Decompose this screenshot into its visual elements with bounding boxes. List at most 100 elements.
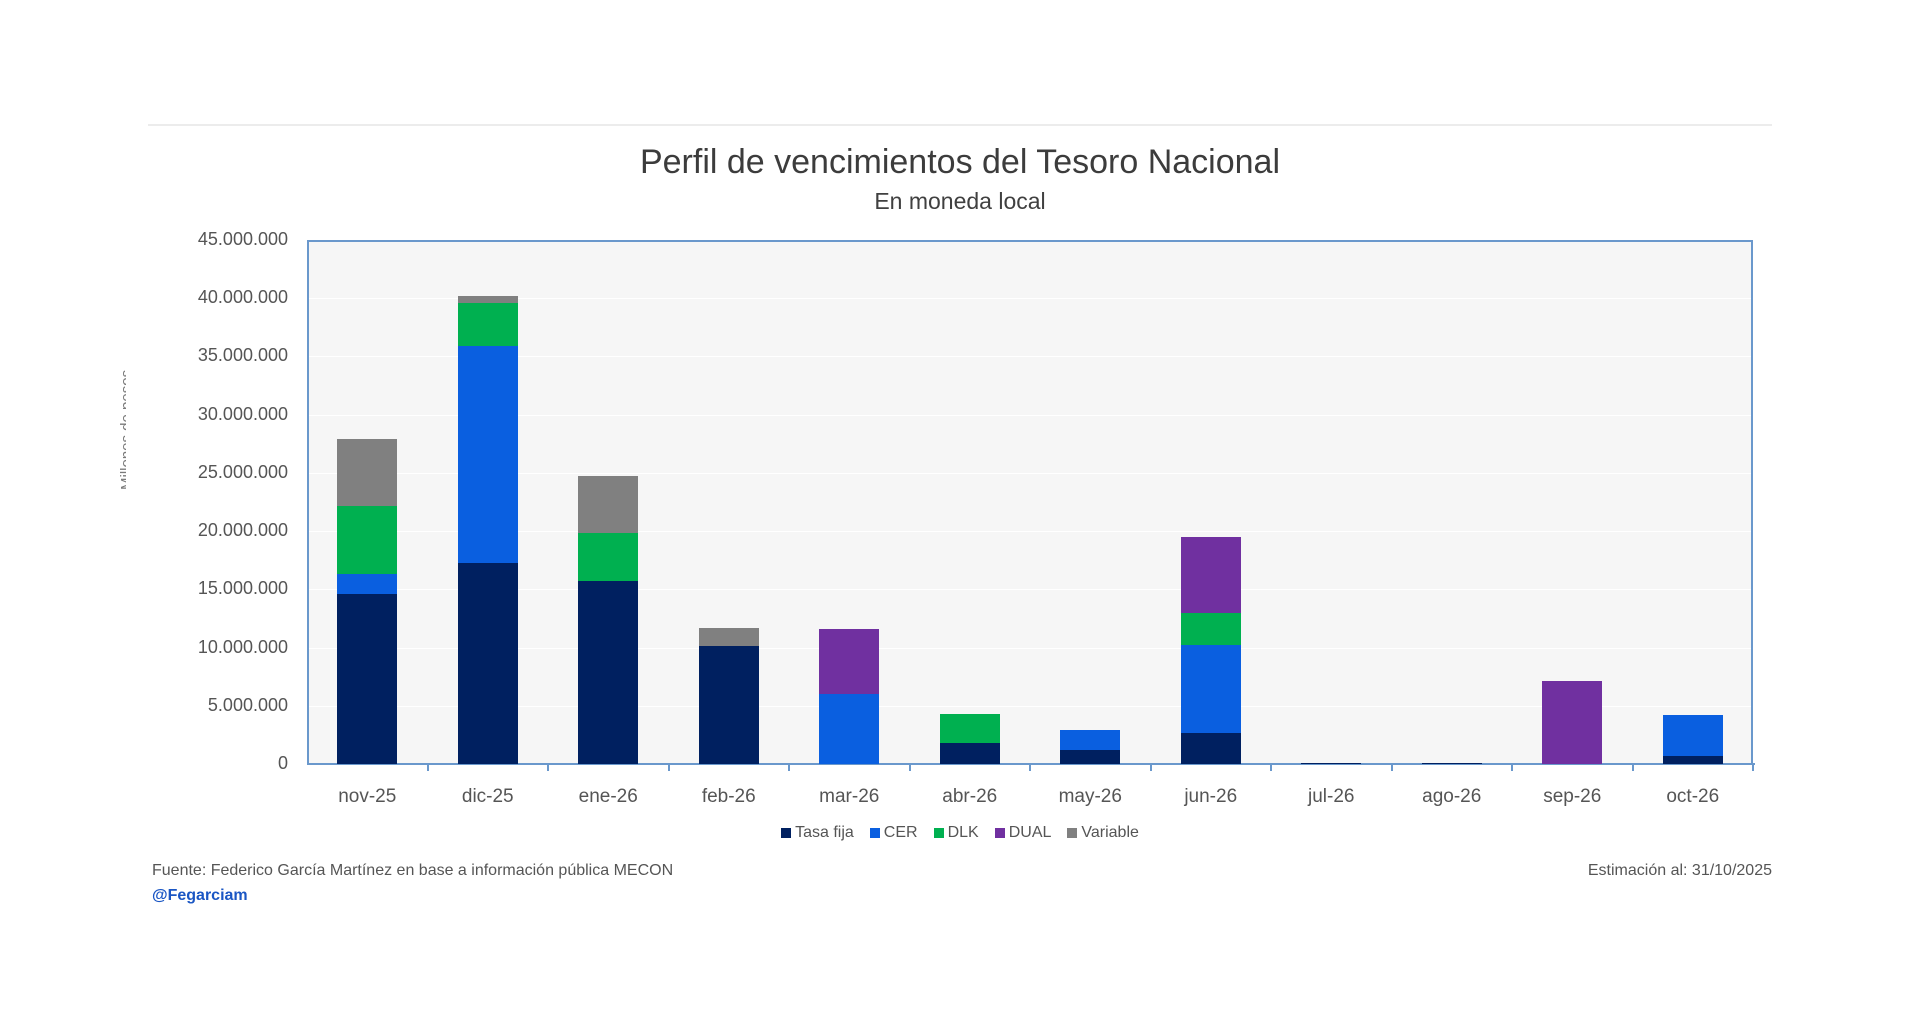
legend-label: CER bbox=[883, 824, 918, 841]
x-tick-label: nov-25 bbox=[338, 786, 397, 807]
x-tick-mark bbox=[1511, 764, 1513, 771]
bar-segment-tasa-fija bbox=[1060, 750, 1121, 764]
x-tick-mark bbox=[1631, 764, 1634, 771]
gridline bbox=[309, 647, 1751, 649]
bar-segment-tasa-fija bbox=[1180, 732, 1241, 764]
stacked-bar-ene-26 bbox=[578, 476, 639, 764]
x-tick-label: ene-26 bbox=[578, 786, 638, 807]
x-tick-label: jun-26 bbox=[1184, 786, 1238, 807]
x-tick-mark bbox=[547, 764, 549, 771]
x-tick-label: sep-26 bbox=[1543, 786, 1602, 807]
legend-item-variable: Variable bbox=[1067, 824, 1139, 842]
gridline bbox=[309, 705, 1751, 707]
bar-segment-cer bbox=[1060, 730, 1121, 751]
x-tick-mark bbox=[667, 764, 670, 771]
x-tick-mark bbox=[788, 764, 790, 771]
legend-label: DUAL bbox=[1008, 824, 1052, 841]
y-tick-label: 10.000.000 bbox=[197, 636, 288, 657]
x-tick-label: oct-26 bbox=[1666, 786, 1720, 807]
bar-segment-variable bbox=[337, 439, 398, 506]
x-tick-label: may-26 bbox=[1058, 786, 1122, 807]
x-tick-mark bbox=[1029, 764, 1031, 771]
stacked-bar-abr-26 bbox=[939, 713, 1000, 764]
bar-segment-tasa-fija bbox=[939, 743, 1000, 764]
author-handle: @Fegarciam bbox=[152, 887, 248, 904]
bar-segment-variable bbox=[457, 295, 518, 303]
x-tick-label: dic-25 bbox=[461, 786, 514, 807]
legend-swatch-icon bbox=[781, 828, 792, 838]
legend-item-dlk: DLK bbox=[933, 824, 979, 842]
legend-item-cer: CER bbox=[869, 824, 918, 842]
gridline bbox=[309, 472, 1751, 474]
bar-segment-cer bbox=[1662, 715, 1723, 756]
source-note: Fuente: Federico García Martínez en base… bbox=[152, 862, 674, 879]
gridline bbox=[309, 589, 1751, 591]
stacked-bar-jun-26 bbox=[1180, 536, 1241, 764]
bar-segment-cer bbox=[1180, 645, 1241, 733]
legend-label: Variable bbox=[1081, 824, 1139, 841]
estimate-date: Estimación al: 31/10/2025 bbox=[1587, 862, 1772, 879]
x-tick-label: ago-26 bbox=[1422, 786, 1482, 807]
x-tick-mark bbox=[1752, 764, 1754, 771]
stacked-bar-feb-26 bbox=[698, 627, 759, 764]
bar-segment-cer bbox=[457, 345, 518, 563]
x-tick-label: jul-26 bbox=[1308, 786, 1355, 807]
legend: Tasa fija CER DLK DUAL Variable bbox=[0, 824, 1920, 842]
x-tick-mark bbox=[1270, 764, 1272, 771]
y-tick-label: 5.000.000 bbox=[207, 694, 288, 715]
gridline bbox=[309, 356, 1751, 358]
chart-subtitle: En moneda local bbox=[874, 188, 1046, 214]
x-tick-label: abr-26 bbox=[942, 786, 998, 807]
legend-label: DLK bbox=[947, 824, 979, 841]
stacked-bar-may-26 bbox=[1060, 730, 1121, 764]
stacked-bar-dic-25 bbox=[457, 295, 518, 764]
chart-title: Perfil de vencimientos del Tesoro Nacion… bbox=[639, 143, 1281, 181]
stacked-bar-oct-26 bbox=[1662, 715, 1723, 764]
y-tick-label: 45.000.000 bbox=[197, 229, 288, 249]
x-tick-mark bbox=[426, 764, 429, 771]
bar-segment-tasa-fija bbox=[1662, 755, 1723, 764]
bar-segment-variable bbox=[698, 627, 759, 647]
stacked-bar-mar-26 bbox=[819, 628, 880, 764]
gridline bbox=[309, 298, 1751, 300]
legend-swatch-icon bbox=[994, 828, 1005, 838]
bar-segment-cer bbox=[819, 694, 880, 764]
legend-swatch-icon bbox=[869, 828, 880, 838]
stacked-bar-sep-26 bbox=[1542, 681, 1603, 764]
legend-item-tasa-fija: Tasa fija bbox=[781, 824, 854, 842]
y-tick-label: 30.000.000 bbox=[197, 403, 288, 424]
bar-segment-tasa-fija bbox=[698, 646, 759, 764]
x-tick-mark bbox=[1149, 764, 1152, 771]
gridline bbox=[309, 531, 1751, 533]
y-tick-label: 25.000.000 bbox=[197, 461, 288, 482]
bar-segment-dlk bbox=[939, 713, 1000, 744]
bar-segment-variable bbox=[578, 476, 639, 534]
y-tick-label: 15.000.000 bbox=[197, 578, 288, 599]
bar-segment-tasa-fija bbox=[1301, 762, 1362, 764]
stacked-bar-nov-25 bbox=[337, 439, 398, 764]
legend-label: Tasa fija bbox=[795, 824, 854, 841]
bar-segment-dlk bbox=[1180, 612, 1241, 646]
x-axis-line bbox=[307, 763, 1755, 765]
bar-segment-dual bbox=[1180, 536, 1241, 613]
bar-segment-dual bbox=[819, 628, 880, 695]
y-tick-label: 0 bbox=[277, 753, 288, 773]
y-tick-label: 40.000.000 bbox=[197, 287, 288, 308]
legend-swatch-icon bbox=[1067, 828, 1078, 838]
y-axis-label: Millones de pesos bbox=[118, 369, 135, 490]
bar-segment-tasa-fija bbox=[457, 562, 518, 764]
x-tick-mark bbox=[1390, 764, 1393, 771]
bar-segment-cer bbox=[337, 574, 398, 594]
legend-swatch-icon bbox=[933, 828, 944, 838]
stacked-bar-ago-26 bbox=[1421, 762, 1482, 764]
x-tick-label: mar-26 bbox=[819, 786, 880, 807]
bar-segment-tasa-fija bbox=[337, 593, 398, 764]
plot-area bbox=[307, 240, 1753, 764]
gridline bbox=[309, 414, 1751, 416]
bar-segment-dual bbox=[1542, 681, 1603, 764]
bar-segment-tasa-fija bbox=[1421, 762, 1482, 764]
legend-item-dual: DUAL bbox=[994, 824, 1052, 842]
y-tick-label: 20.000.000 bbox=[197, 520, 288, 541]
bar-segment-dlk bbox=[578, 533, 639, 582]
bar-segment-dlk bbox=[457, 302, 518, 346]
